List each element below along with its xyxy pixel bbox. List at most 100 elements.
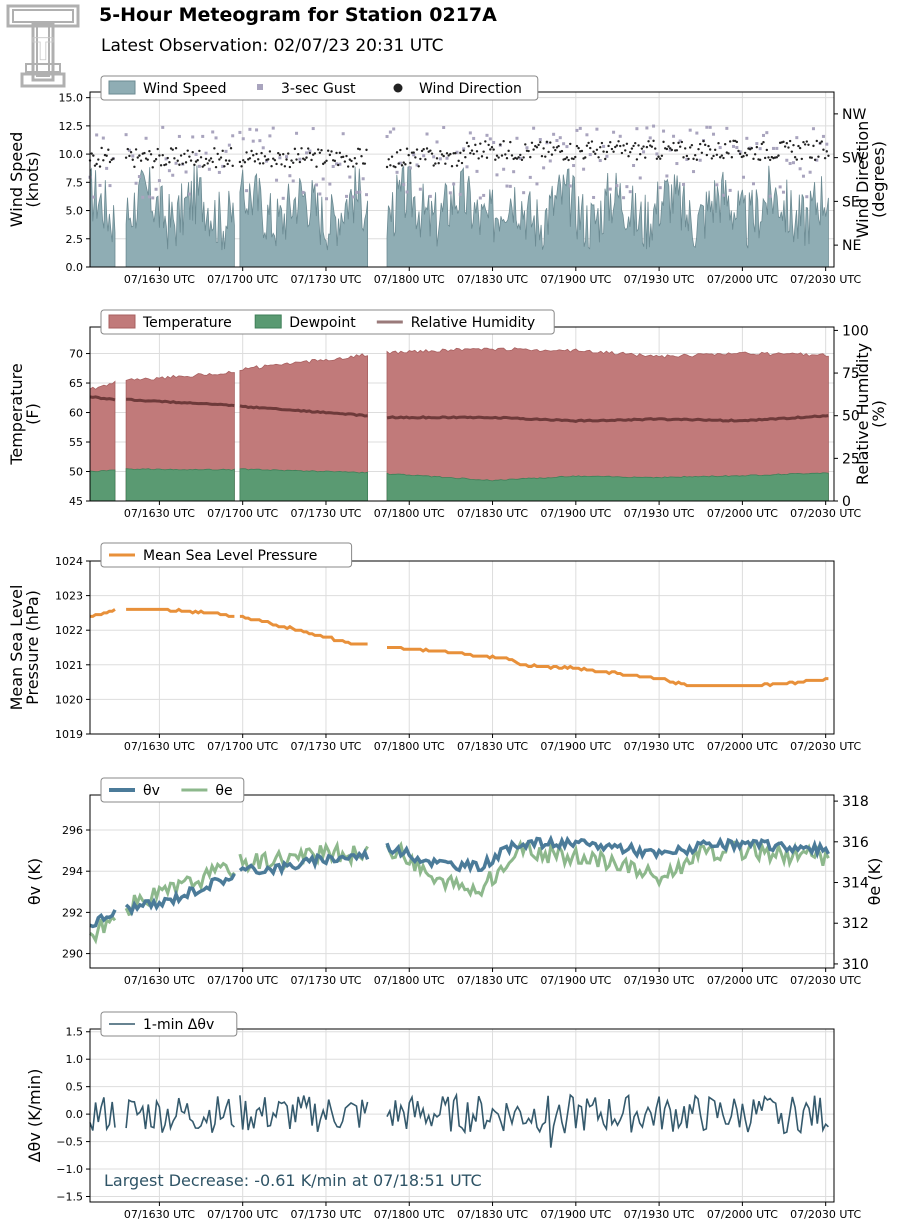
legend-label: θe <box>215 783 232 799</box>
gust-point <box>308 149 312 153</box>
gust-point <box>141 195 145 199</box>
wind-direction-point <box>158 154 161 157</box>
x-tick-label: 07/1700 UTC <box>207 273 278 286</box>
delta-theta-line <box>125 1096 235 1133</box>
wind-direction-point <box>484 140 487 143</box>
gust-point <box>468 131 472 135</box>
wind-direction-point <box>404 163 407 166</box>
wind-direction-point <box>407 153 410 157</box>
wind-direction-point <box>292 161 295 165</box>
gust-point <box>542 166 546 170</box>
wind-direction-point <box>231 164 234 168</box>
wind-direction-point <box>151 166 154 169</box>
gust-point <box>791 161 795 165</box>
gust-point <box>385 135 389 139</box>
chart-title: 5-Hour Meteogram for Station 0217A <box>99 4 497 26</box>
wind-direction-point <box>186 149 189 152</box>
wind-direction-point <box>365 148 368 152</box>
gust-point <box>722 193 726 197</box>
legend-frame <box>100 75 539 101</box>
gust-point <box>318 192 322 196</box>
gust-point <box>781 190 785 194</box>
wind-direction-point <box>243 161 247 164</box>
wind-direction-point <box>712 154 715 158</box>
gust-point <box>755 142 759 146</box>
wind-direction-point <box>385 165 389 169</box>
gust-point <box>207 167 211 171</box>
wind-direction-point <box>547 150 550 154</box>
wind-direction-point <box>348 158 352 161</box>
wind-direction-point <box>597 156 600 159</box>
gust-point <box>465 165 469 169</box>
wind-direction-point <box>211 160 214 164</box>
y-tick-label: 5.0 <box>66 205 84 218</box>
wind-direction-point <box>763 156 767 160</box>
wind-direction-point <box>424 158 427 161</box>
wind-direction-point <box>283 165 287 168</box>
wind-direction-point <box>409 161 412 165</box>
wind-direction-point <box>793 156 797 159</box>
gust-point <box>741 175 745 179</box>
wind-direction-point <box>467 144 470 148</box>
gust-point <box>605 154 609 158</box>
wind-direction-point <box>629 150 632 154</box>
wind-direction-point <box>417 165 420 168</box>
wind-direction-point <box>328 153 332 157</box>
wind-direction-point <box>803 143 807 146</box>
wind-direction-point <box>149 153 153 156</box>
wind-direction-point <box>338 151 342 155</box>
wind-direction-point <box>430 152 434 155</box>
y-tick-label: 0.0 <box>66 261 84 274</box>
wind-direction-point <box>575 144 579 148</box>
y-tick-label: 55 <box>69 436 83 449</box>
y-tick-label: −1.0 <box>56 1163 83 1176</box>
wind-direction-point <box>92 154 95 157</box>
x-tick-label: 07/1930 UTC <box>624 273 695 286</box>
y2-tick-label: 25 <box>842 451 860 467</box>
wind-direction-point <box>647 140 650 143</box>
x-tick-label: 07/1700 UTC <box>207 974 278 987</box>
gust-point <box>628 190 632 194</box>
wind-direction-point <box>614 145 617 149</box>
wind-direction-point <box>635 158 639 161</box>
wind-direction-point <box>171 148 174 151</box>
y-axis-label: (F) <box>23 403 42 425</box>
wind-direction-point <box>196 159 199 162</box>
legend-label: Mean Sea Level Pressure <box>143 548 317 564</box>
wind-direction-point <box>540 154 544 158</box>
gust-point <box>665 174 669 178</box>
wind-direction-point <box>159 164 163 167</box>
wind-direction-point <box>326 149 330 152</box>
wind-direction-point <box>735 140 739 144</box>
x-tick-label: 07/1830 UTC <box>457 740 528 753</box>
gust-point <box>678 139 682 143</box>
theta-e-line <box>385 839 830 898</box>
gust-point <box>348 175 352 179</box>
wind-direction-point <box>497 156 500 159</box>
y-axis-label: Wind Speed <box>7 132 26 227</box>
gust-point <box>482 193 486 197</box>
wind-direction-point <box>191 150 194 154</box>
wind-direction-point <box>708 148 712 151</box>
wind-direction-point <box>667 145 670 148</box>
wind-direction-point <box>228 159 231 162</box>
wind-direction-point <box>742 155 745 158</box>
gust-point <box>187 192 191 196</box>
y-tick-label: −1.5 <box>56 1191 83 1204</box>
gust-point <box>428 194 432 198</box>
wind-direction-point <box>522 156 525 159</box>
wind-direction-point <box>697 147 700 151</box>
x-tick-label: 07/1730 UTC <box>290 273 361 286</box>
theta-v-line <box>124 872 236 917</box>
gust-point <box>164 157 168 161</box>
wind-direction-point <box>698 142 702 146</box>
gust-point <box>271 126 275 130</box>
x-tick-label: 07/1800 UTC <box>374 740 445 753</box>
gust-point <box>675 162 679 166</box>
gust-point <box>565 145 569 149</box>
gust-point <box>154 187 158 191</box>
x-tick-label: 07/1930 UTC <box>624 974 695 987</box>
y2-tick-label: NW <box>842 107 866 123</box>
gust-point <box>311 127 315 131</box>
